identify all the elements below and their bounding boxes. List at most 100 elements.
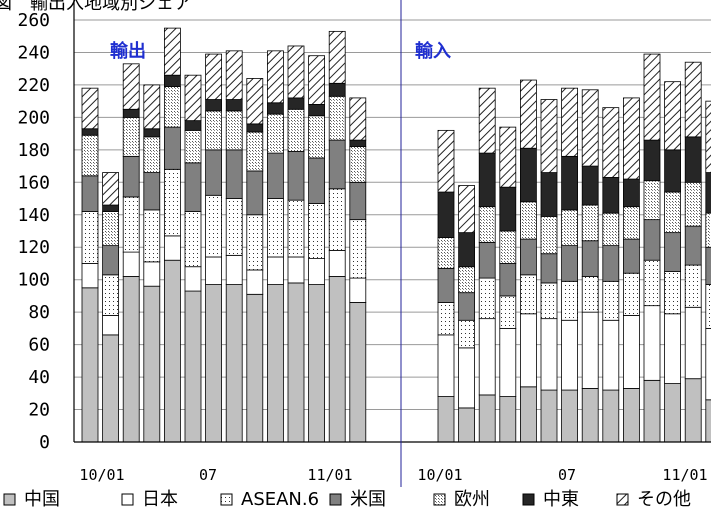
bar-segment — [287, 97, 305, 110]
y-tick-label: 260 — [17, 10, 50, 31]
bar-segment — [561, 155, 578, 211]
bar-segment — [623, 206, 640, 240]
bar-segment — [602, 245, 620, 282]
bar-segment — [308, 284, 326, 443]
bar-segment — [520, 79, 537, 149]
bar-segment — [163, 235, 181, 261]
bar-segment — [81, 128, 99, 136]
bar-segment — [623, 97, 640, 180]
bar-segment — [122, 155, 140, 198]
bar-segment — [308, 258, 326, 285]
bar-segment — [266, 102, 284, 115]
bar-segment — [643, 219, 661, 261]
bar-segment — [102, 245, 119, 276]
bar-segment — [499, 396, 517, 443]
bar-segment — [602, 389, 620, 443]
bar-segment — [266, 113, 284, 154]
bar-segment — [143, 209, 161, 263]
x-tick-label: 11/01 — [662, 466, 707, 484]
x-tick-label: 11/01 — [307, 466, 352, 484]
bar-segment — [643, 259, 661, 307]
legend-swatch — [220, 493, 233, 506]
bar-segment — [643, 53, 661, 141]
bar-segment — [602, 319, 620, 391]
bar-segment — [437, 396, 455, 443]
bar-segment — [225, 198, 243, 256]
x-tick-label: 07 — [199, 466, 217, 484]
legend-label: その他 — [637, 489, 691, 510]
bar-segment — [122, 63, 140, 110]
bar-segment — [437, 237, 455, 269]
bar-segment — [143, 136, 161, 173]
bar-segment — [520, 238, 537, 276]
bar-segment — [581, 89, 599, 167]
bar-segment — [184, 162, 202, 212]
bar-segment — [458, 232, 476, 268]
bar-segment — [122, 196, 140, 253]
bar-segment — [458, 266, 476, 294]
bar-segment — [499, 327, 517, 397]
bar-segment — [287, 108, 305, 152]
bar-segment — [437, 191, 455, 238]
bar-segment — [540, 172, 558, 217]
x-tick-label: 10/01 — [417, 466, 462, 484]
bar-segment — [349, 139, 367, 148]
bar-segment — [328, 95, 346, 141]
bar-segment — [499, 230, 517, 264]
bar-segment — [163, 126, 181, 170]
bar-segment — [163, 168, 181, 237]
bar-segment — [225, 284, 243, 443]
bar-segment — [225, 149, 243, 199]
bar-segment — [349, 146, 367, 183]
axes — [73, 0, 711, 487]
x-tick-label: 10/01 — [79, 466, 124, 484]
bar-segment — [81, 87, 99, 130]
bar-segment — [308, 115, 326, 159]
bar-segment — [664, 313, 681, 384]
bar-segment — [458, 292, 476, 321]
panel-labels: 輸出 輸入 — [110, 40, 451, 62]
bar-segment — [205, 194, 223, 258]
bar-segment — [458, 347, 476, 409]
bar-segment — [623, 178, 640, 208]
bar-segment — [184, 74, 202, 122]
bar-segment — [102, 172, 119, 206]
bar-segment — [328, 30, 346, 84]
bar-segment — [81, 134, 99, 177]
bar-segment — [478, 394, 496, 443]
bar-segment — [102, 274, 119, 316]
bar-segment — [478, 318, 496, 396]
bar-segment — [349, 181, 367, 221]
bar-segment — [705, 212, 711, 248]
bar-segment — [458, 407, 476, 443]
bar-segment — [205, 99, 223, 112]
y-tick-label: 200 — [17, 107, 50, 128]
bar-segment — [143, 172, 161, 211]
bar-segment — [349, 277, 367, 303]
bar-segment — [328, 188, 346, 251]
bar-segment — [478, 152, 496, 208]
bar-segment — [561, 87, 578, 157]
bar-segment — [102, 211, 119, 247]
bar-segment — [540, 253, 558, 284]
bar-segment — [581, 276, 599, 313]
bar-segment — [684, 61, 702, 138]
bar-segment — [664, 383, 681, 443]
bar-segment — [499, 126, 517, 188]
bar-segment — [163, 74, 181, 87]
bar-segment — [266, 198, 284, 258]
bar-segment — [581, 204, 599, 242]
bar-segment — [705, 399, 711, 443]
y-tick-label: 120 — [17, 237, 50, 258]
y-tick-label: 60 — [28, 335, 50, 356]
bar-segment — [184, 266, 202, 292]
bar-segment — [478, 87, 496, 154]
bar-segment — [328, 276, 346, 443]
bar-segment — [246, 78, 264, 125]
legend-swatch — [329, 493, 342, 506]
bar-segment — [478, 277, 496, 320]
bar-segment — [246, 131, 264, 172]
bar-segment — [664, 271, 681, 315]
bar-segment — [520, 147, 537, 203]
bar-segment — [520, 201, 537, 240]
